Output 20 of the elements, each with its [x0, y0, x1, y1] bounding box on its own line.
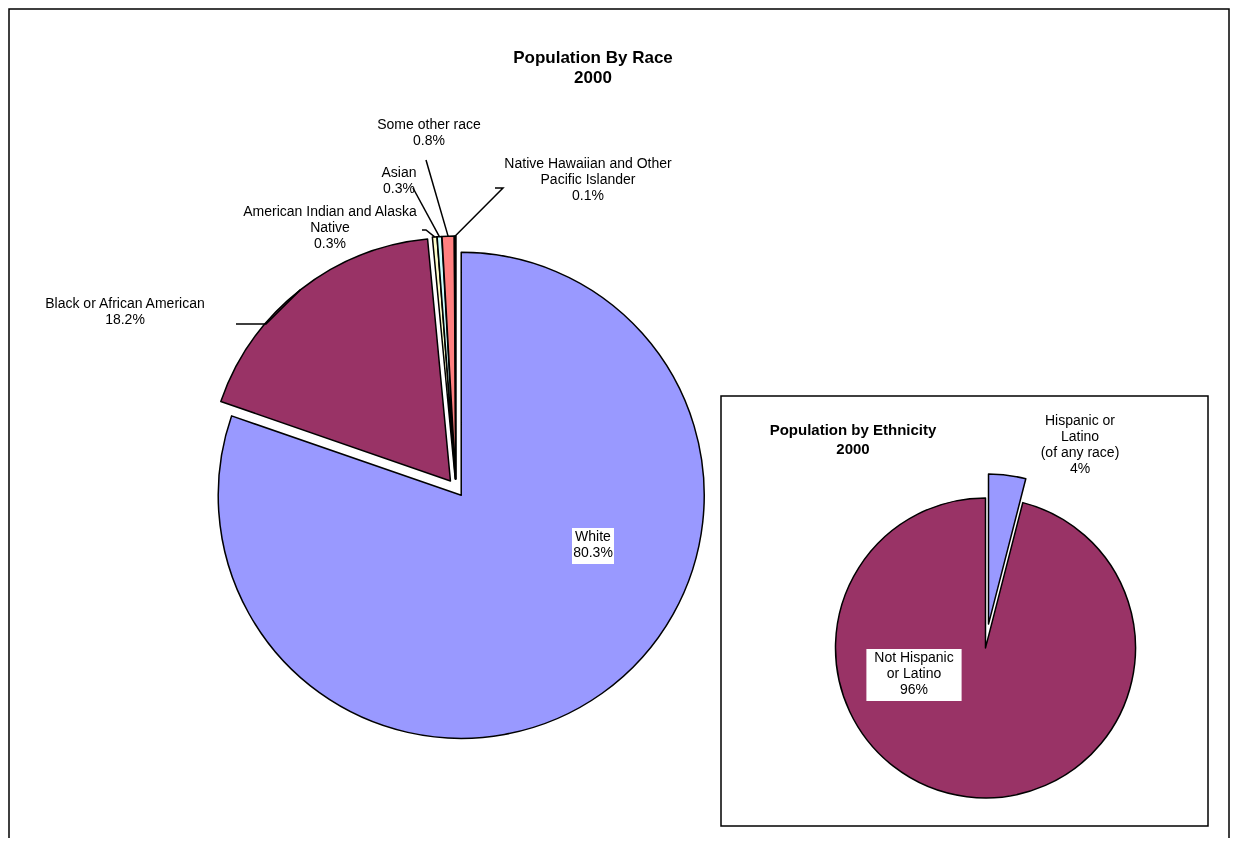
- data-label: 0.8%: [413, 132, 445, 148]
- data-label: 0.3%: [314, 235, 346, 251]
- slice-label: Hispanic or Latino (of any race): [1040, 412, 1120, 460]
- chart-title: Population By Race: [513, 48, 673, 67]
- data-label: 18.2%: [105, 311, 145, 327]
- slice-label: American Indian and Alaska Native: [243, 203, 417, 235]
- slice-label: Not Hispanic or Latino: [874, 649, 954, 681]
- slice-label: Asian: [381, 164, 417, 180]
- slice-label: Some other race: [377, 116, 481, 132]
- data-label: 0.1%: [572, 187, 604, 203]
- data-label: 96%: [899, 681, 929, 697]
- data-label: 80.3%: [573, 544, 613, 560]
- text: Population by Ethnicity: [769, 421, 937, 438]
- slice-label: Native Hawaiian and Other Pacific Islander: [504, 155, 672, 187]
- slice-label: White: [575, 528, 612, 544]
- text: 2000: [836, 440, 870, 457]
- data-label: 0.3%: [383, 180, 415, 196]
- slice-label: Black or African American: [45, 295, 205, 311]
- chart-subtitle: 2000: [574, 68, 612, 87]
- data-label: 4%: [1069, 460, 1091, 476]
